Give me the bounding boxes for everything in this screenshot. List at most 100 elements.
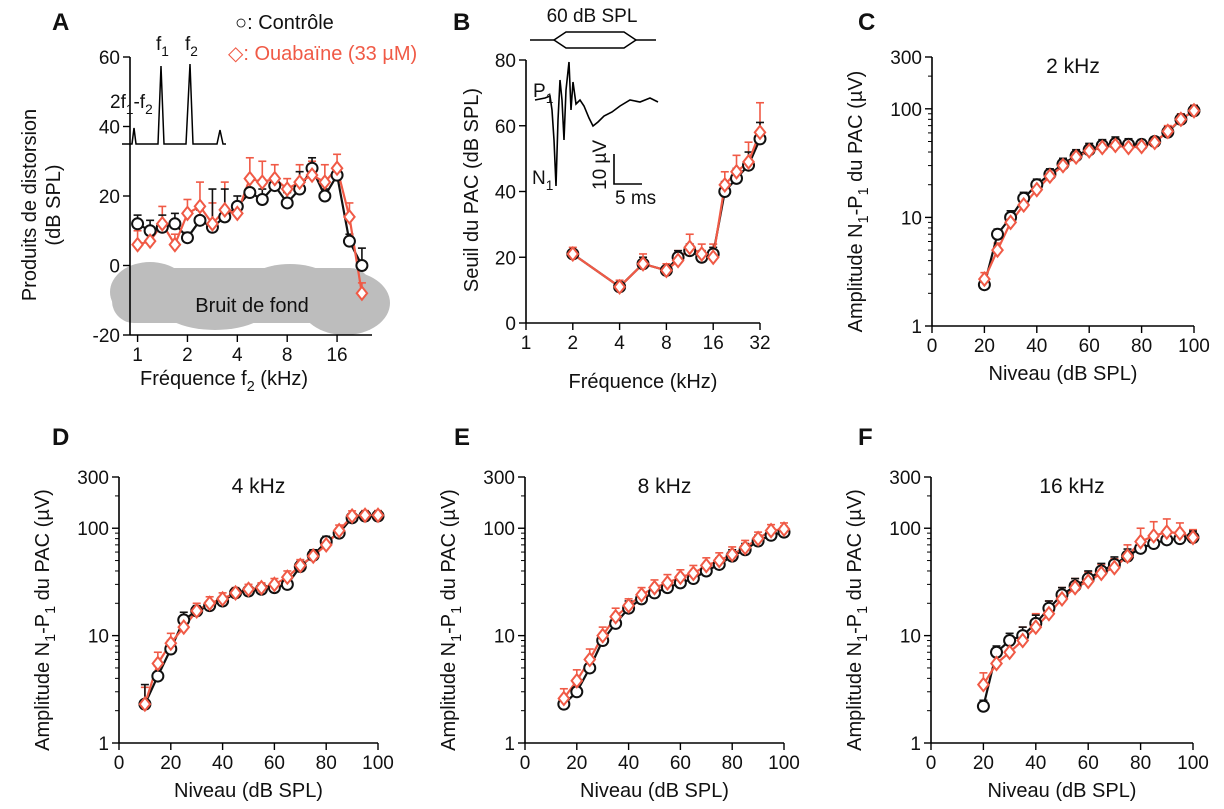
data-point-ouabain [164, 635, 178, 652]
y-axis-label-part: 1 [43, 634, 59, 642]
data-point-ouabain [1121, 548, 1134, 565]
inset-f2-label-part: f [185, 34, 191, 55]
data-point-ouabain [751, 530, 765, 547]
n1-label: N1 [532, 168, 553, 193]
data-point-ouabain [330, 160, 344, 177]
spectrum-trace [122, 63, 226, 145]
data-point-ouabain [205, 215, 219, 232]
series-line-ouabain [983, 109, 1195, 280]
data-point-ouabain [1055, 590, 1069, 607]
y-tick-label: 300 [890, 48, 922, 69]
series-ouabain-errorbars [140, 509, 382, 705]
data-point-ouabain [255, 173, 269, 191]
y-tick-label: 100 [890, 100, 922, 121]
y-tick-label: 1 [98, 734, 109, 755]
data-point-ouabain [242, 581, 255, 598]
series-ouabain-markers [131, 160, 369, 302]
x-tick-label: 80 [722, 753, 743, 774]
x-tick-label: 0 [520, 753, 531, 774]
panel-c: C 0 20 40 60 80 100 1 10 100 300 Niveau (dB SPL) 2 k… [845, 9, 1210, 385]
data-point-ouabain [777, 521, 791, 538]
x-tick-label: 100 [1177, 753, 1209, 774]
y-axis-label: Amplitude N1-P1 du PAC (µV) [32, 489, 59, 751]
x-tick-label: 60 [670, 753, 691, 774]
data-point-ouabain [1069, 148, 1083, 166]
inset-dp-label-part: 2f [110, 92, 127, 113]
series-line-ouabain [563, 528, 785, 700]
x-tick-label: 60 [1079, 336, 1100, 357]
x-tick-label: 80 [316, 753, 337, 774]
x-axis-label-sub: 2 [247, 379, 255, 395]
data-point-ouabain [566, 245, 580, 263]
data-point-ouabain [1186, 529, 1200, 546]
series-line-ouabain [143, 514, 378, 705]
y-axis-label: Amplitude N1-P1 du PAC (µV) [845, 71, 872, 333]
data-point-ouabain [168, 236, 182, 253]
data-point-ouabain [138, 696, 152, 713]
x-tick-label: 80 [1130, 753, 1151, 774]
data-point-ouabain [1081, 573, 1095, 590]
data-point-control [280, 196, 294, 210]
y-axis-label-part: Amplitude N [32, 642, 54, 751]
data-point-ouabain [1082, 142, 1096, 159]
n1-label-part: N [532, 168, 546, 189]
data-point-ouabain [738, 539, 752, 556]
x-tick-label: 40 [1026, 336, 1047, 357]
y-tick-label: 10 [88, 627, 109, 648]
data-point-ouabain [1042, 605, 1056, 622]
inset-dp-label-sub: 2 [145, 102, 153, 117]
panel-letter: D [52, 424, 69, 451]
y-tick-label: 20 [99, 187, 120, 208]
data-point-ouabain [332, 522, 346, 539]
x-tick-label: 16 [326, 345, 347, 366]
data-point-ouabain [583, 651, 597, 668]
y-axis-label-part: -P [845, 195, 867, 215]
scale-amp-label: 10 µV [590, 140, 611, 190]
x-tick-label: 0 [114, 753, 125, 774]
y-axis-label: Seuil du PAC (dB SPL) [461, 88, 483, 292]
data-point-control [991, 227, 1004, 241]
x-axis-label-part: (kHz) [255, 368, 308, 390]
panel-letter: C [858, 9, 875, 36]
y-tick-label: 10 [494, 627, 515, 648]
data-point-ouabain [155, 215, 169, 232]
panel-e: E 0 20 40 60 80 100 1 10 100 300 Niveau (dB SPL) 8 k… [438, 424, 800, 802]
data-point-ouabain [660, 574, 674, 591]
x-tick-label: 2 [568, 333, 579, 354]
data-point-ouabain [1173, 525, 1187, 542]
series-ouabain-markers [138, 507, 385, 713]
y-axis-label-part: 1 [855, 634, 871, 642]
y-axis-label-part: Amplitude N [438, 642, 460, 751]
x-axis-label: Niveau (dB SPL) [580, 780, 729, 802]
data-point-control [255, 192, 269, 206]
data-point-ouabain [609, 608, 623, 625]
data-point-ouabain [635, 586, 649, 603]
panel-letter: E [454, 424, 470, 451]
y-tick-label: 300 [77, 468, 109, 489]
x-tick-label: 80 [1131, 336, 1152, 357]
series-control-errorbars [979, 530, 1197, 707]
x-axis-label: Niveau (dB SPL) [174, 780, 323, 802]
data-point-ouabain [345, 507, 359, 525]
series-ouabain-markers [557, 521, 791, 707]
y-axis-label-part: du PAC (µV) [32, 489, 54, 606]
stimulus-envelope [552, 31, 638, 49]
inset-f1-label: f1 [156, 34, 169, 59]
x-axis-label: Niveau (dB SPL) [988, 780, 1137, 802]
x-tick-label: 32 [749, 333, 770, 354]
x-axis-label-part: Fréquence f [140, 368, 247, 390]
x-tick-label: 100 [768, 753, 800, 774]
legend-ouabain: ◇: Ouabaïne (33 µM) [228, 43, 417, 65]
x-tick-label: 16 [703, 333, 724, 354]
inset-f1-label-sub: 1 [161, 44, 169, 59]
legend: ○: Contrôle ◇: Ouabaïne (33 µM) [228, 12, 417, 65]
noise-label: Bruit de fond [195, 295, 308, 317]
data-point-ouabain [355, 285, 369, 302]
data-point-ouabain [243, 170, 257, 187]
y-tick-label: -20 [93, 326, 120, 347]
data-point-ouabain [1135, 138, 1149, 155]
data-point-control [355, 259, 369, 272]
data-point-control [193, 213, 207, 227]
data-point-ouabain [180, 205, 194, 222]
